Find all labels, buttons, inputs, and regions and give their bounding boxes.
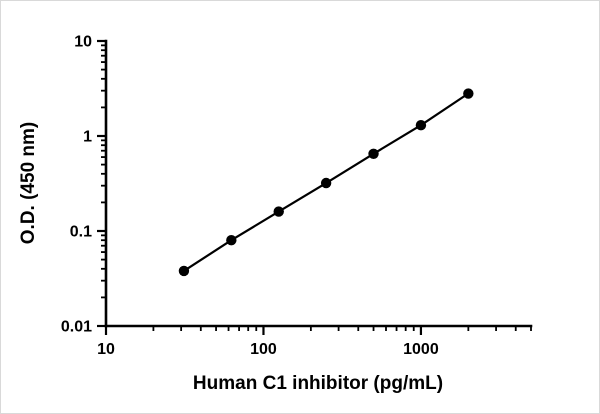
data-point <box>273 206 284 217</box>
x-tick-label: 10 <box>97 341 115 358</box>
data-point <box>178 265 190 277</box>
y-tick-label: 0.1 <box>70 224 92 241</box>
data-point <box>226 235 237 246</box>
tick-marks <box>97 39 532 335</box>
data-series <box>178 88 474 277</box>
axes <box>104 39 533 328</box>
tick-labels: 10 100 1000 0.01 0.1 1 10 <box>61 34 439 359</box>
data-point <box>463 88 474 99</box>
y-tick-label: 1 <box>83 129 92 146</box>
y-axis-title: O.D. (450 nm) <box>18 122 39 244</box>
data-point <box>415 119 427 131</box>
data-point <box>368 148 379 159</box>
y-tick-label: 10 <box>74 34 92 51</box>
data-point <box>320 177 332 189</box>
x-tick-label: 100 <box>250 341 277 358</box>
x-tick-label: 1000 <box>403 341 439 358</box>
y-tick-label: 0.01 <box>61 319 92 336</box>
x-axis-title: Human C1 inhibitor (pg/mL) <box>193 373 443 394</box>
